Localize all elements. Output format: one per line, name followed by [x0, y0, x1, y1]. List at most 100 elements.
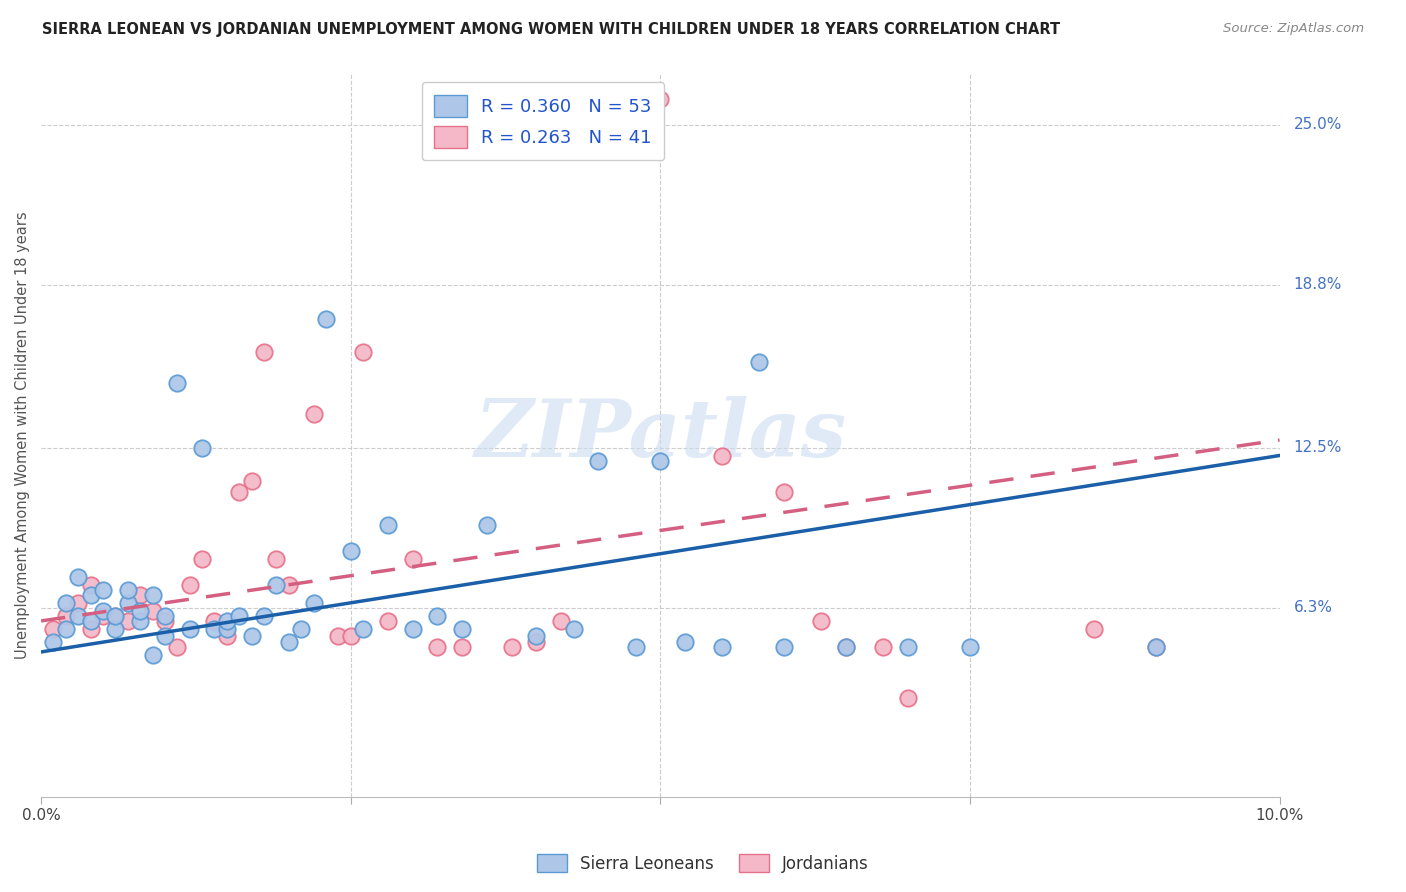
Point [240, 629, 263, 643]
Point [166, 640, 188, 654]
Point [153, 608, 176, 623]
Point [526, 629, 548, 643]
Point [526, 634, 548, 648]
Point [562, 622, 585, 636]
Point [1083, 622, 1105, 636]
Text: 12.5%: 12.5% [1294, 441, 1341, 455]
Point [377, 614, 399, 628]
Point [1144, 640, 1167, 654]
Point [191, 552, 214, 566]
Point [835, 640, 858, 654]
Point [377, 518, 399, 533]
Point [79, 578, 101, 592]
Point [67, 608, 90, 623]
Point [401, 552, 423, 566]
Text: 25.0%: 25.0% [1294, 117, 1341, 132]
Point [142, 588, 165, 602]
Point [711, 449, 734, 463]
Point [959, 640, 981, 654]
Point [104, 622, 127, 636]
Point [328, 629, 350, 643]
Point [153, 614, 176, 628]
Point [179, 578, 201, 592]
Point [624, 640, 647, 654]
Point [240, 475, 263, 489]
Point [55, 596, 77, 610]
Point [451, 640, 474, 654]
Point [501, 640, 523, 654]
Point [290, 622, 312, 636]
Point [228, 608, 250, 623]
Point [204, 622, 226, 636]
Text: 6.3%: 6.3% [1294, 600, 1333, 615]
Text: ZIPatlas: ZIPatlas [474, 396, 846, 474]
Point [302, 407, 325, 421]
Point [91, 604, 114, 618]
Y-axis label: Unemployment Among Women with Children Under 18 years: Unemployment Among Women with Children U… [15, 211, 30, 658]
Point [253, 608, 276, 623]
Point [55, 608, 77, 623]
Point [55, 622, 77, 636]
Point [91, 582, 114, 597]
Point [650, 453, 672, 467]
Text: 18.8%: 18.8% [1294, 277, 1341, 293]
Point [872, 640, 894, 654]
Point [339, 629, 361, 643]
Point [104, 608, 127, 623]
Point [266, 578, 288, 592]
Point [129, 604, 152, 618]
Point [897, 691, 920, 706]
Point [129, 588, 152, 602]
Point [228, 484, 250, 499]
Point [339, 544, 361, 558]
Point [550, 614, 572, 628]
Point [401, 622, 423, 636]
Point [748, 355, 770, 369]
Point [1144, 640, 1167, 654]
Point [117, 582, 139, 597]
Point [129, 614, 152, 628]
Point [91, 608, 114, 623]
Point [117, 614, 139, 628]
Legend: R = 0.360   N = 53, R = 0.263   N = 41: R = 0.360 N = 53, R = 0.263 N = 41 [422, 82, 665, 161]
Point [352, 622, 374, 636]
Point [451, 622, 474, 636]
Point [773, 484, 796, 499]
Point [810, 614, 832, 628]
Point [79, 614, 101, 628]
Point [426, 640, 449, 654]
Point [79, 622, 101, 636]
Point [191, 441, 214, 455]
Point [711, 640, 734, 654]
Point [266, 552, 288, 566]
Point [475, 518, 498, 533]
Point [426, 608, 449, 623]
Point [42, 634, 65, 648]
Point [117, 596, 139, 610]
Point [142, 648, 165, 662]
Point [42, 622, 65, 636]
Point [253, 345, 276, 359]
Text: Source: ZipAtlas.com: Source: ZipAtlas.com [1223, 22, 1364, 36]
Point [79, 588, 101, 602]
Point [166, 376, 188, 391]
Point [773, 640, 796, 654]
Point [153, 629, 176, 643]
Text: SIERRA LEONEAN VS JORDANIAN UNEMPLOYMENT AMONG WOMEN WITH CHILDREN UNDER 18 YEAR: SIERRA LEONEAN VS JORDANIAN UNEMPLOYMENT… [42, 22, 1060, 37]
Point [142, 604, 165, 618]
Legend: Sierra Leoneans, Jordanians: Sierra Leoneans, Jordanians [530, 847, 876, 880]
Point [673, 634, 696, 648]
Point [215, 629, 238, 643]
Point [302, 596, 325, 610]
Point [277, 634, 299, 648]
Point [179, 622, 201, 636]
Point [352, 345, 374, 359]
Point [315, 311, 337, 326]
Point [215, 622, 238, 636]
Point [588, 453, 610, 467]
Point [104, 608, 127, 623]
Point [650, 92, 672, 106]
Point [67, 570, 90, 584]
Point [215, 614, 238, 628]
Point [897, 640, 920, 654]
